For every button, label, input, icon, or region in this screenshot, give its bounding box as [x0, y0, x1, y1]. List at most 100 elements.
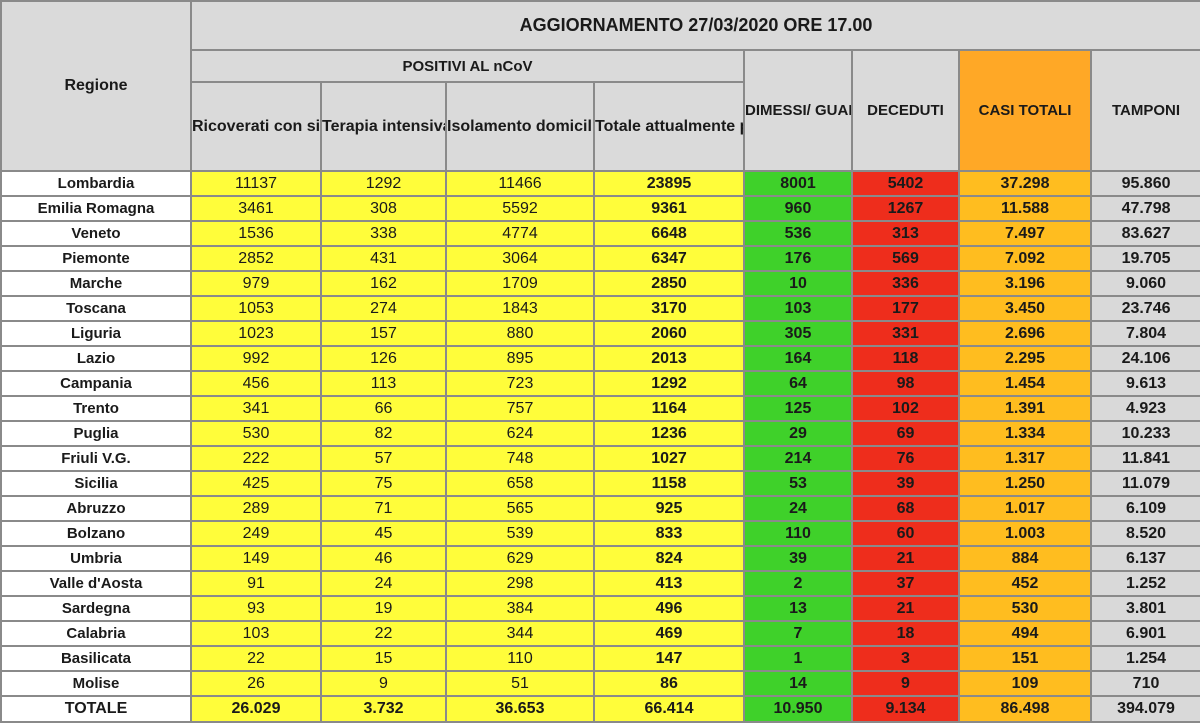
cell-casi: 1.454: [958, 370, 1092, 397]
table-row: Calabria 103 22 344 469 7 18 494 6.901: [0, 620, 1200, 647]
cell-ricoverati: 425: [190, 470, 322, 497]
header-tamponi: TAMPONI: [1089, 49, 1200, 172]
table-row: Campania 456 113 723 1292 64 98 1.454 9.613: [0, 370, 1200, 397]
cell-ricoverati: 456: [190, 370, 322, 397]
cell-casi: 86.498: [958, 695, 1092, 723]
cell-casi: 1.017: [958, 495, 1092, 522]
cell-tamponi: 23.746: [1089, 295, 1200, 322]
cell-terapia: 274: [320, 295, 447, 322]
cell-terapia: 45: [320, 520, 447, 547]
cell-regione: Bolzano: [0, 520, 192, 547]
cell-isolamento: 565: [445, 495, 595, 522]
cell-casi: 2.696: [958, 320, 1092, 347]
cell-dimessi: 110: [743, 520, 853, 547]
cell-totale: 66.414: [593, 695, 745, 723]
cell-totale: 6347: [593, 245, 745, 272]
cell-totale: 1027: [593, 445, 745, 472]
cell-tamponi: 9.060: [1089, 270, 1200, 297]
cell-regione: Lombardia: [0, 170, 192, 197]
cell-tamponi: 10.233: [1089, 420, 1200, 447]
cell-ricoverati: 22: [190, 645, 322, 672]
cell-tamponi: 11.841: [1089, 445, 1200, 472]
cell-dimessi: 536: [743, 220, 853, 247]
cell-ricoverati: 249: [190, 520, 322, 547]
cell-deceduti: 177: [851, 295, 960, 322]
cell-isolamento: 1843: [445, 295, 595, 322]
cell-tamponi: 1.252: [1089, 570, 1200, 597]
cell-casi: 3.196: [958, 270, 1092, 297]
cell-deceduti: 39: [851, 470, 960, 497]
cell-ricoverati: 289: [190, 495, 322, 522]
cell-isolamento: 298: [445, 570, 595, 597]
cell-dimessi: 2: [743, 570, 853, 597]
cell-tamponi: 6.901: [1089, 620, 1200, 647]
cell-isolamento: 748: [445, 445, 595, 472]
cell-regione: Molise: [0, 670, 192, 697]
cell-terapia: 57: [320, 445, 447, 472]
cell-ricoverati: 979: [190, 270, 322, 297]
cell-regione: Sicilia: [0, 470, 192, 497]
cell-dimessi: 29: [743, 420, 853, 447]
cell-regione: Valle d'Aosta: [0, 570, 192, 597]
cell-terapia: 9: [320, 670, 447, 697]
cell-totale: 833: [593, 520, 745, 547]
cell-regione: Liguria: [0, 320, 192, 347]
cell-terapia: 338: [320, 220, 447, 247]
cell-dimessi: 10.950: [743, 695, 853, 723]
cell-isolamento: 1709: [445, 270, 595, 297]
cell-deceduti: 331: [851, 320, 960, 347]
cell-regione: Marche: [0, 270, 192, 297]
cell-deceduti: 98: [851, 370, 960, 397]
table-row: Basilicata 22 15 110 147 1 3 151 1.254: [0, 645, 1200, 672]
header-deceduti: DECEDUTI: [851, 49, 960, 172]
cell-tamponi: 9.613: [1089, 370, 1200, 397]
cell-dimessi: 13: [743, 595, 853, 622]
cell-tamponi: 3.801: [1089, 595, 1200, 622]
cell-isolamento: 629: [445, 545, 595, 572]
totale-row: TOTALE 26.029 3.732 36.653 66.414 10.950…: [0, 695, 1200, 723]
table-row: Toscana 1053 274 1843 3170 103 177 3.450 23.746: [0, 295, 1200, 322]
cell-casi: 1.250: [958, 470, 1092, 497]
cell-casi: 7.092: [958, 245, 1092, 272]
cell-deceduti: 69: [851, 420, 960, 447]
cell-totale: 9361: [593, 195, 745, 222]
cell-dimessi: 305: [743, 320, 853, 347]
cell-ricoverati: 91: [190, 570, 322, 597]
table-row: Friuli V.G. 222 57 748 1027 214 76 1.317 11.841: [0, 445, 1200, 472]
cell-regione: TOTALE: [0, 695, 192, 723]
cell-tamponi: 95.860: [1089, 170, 1200, 197]
cell-totale: 2850: [593, 270, 745, 297]
cell-isolamento: 36.653: [445, 695, 595, 723]
cell-totale: 824: [593, 545, 745, 572]
table-row: Sicilia 425 75 658 1158 53 39 1.250 11.079: [0, 470, 1200, 497]
cell-dimessi: 10: [743, 270, 853, 297]
cell-deceduti: 37: [851, 570, 960, 597]
cell-terapia: 24: [320, 570, 447, 597]
cell-totale: 147: [593, 645, 745, 672]
table-row: Marche 979 162 1709 2850 10 336 3.196 9.060: [0, 270, 1200, 297]
cell-terapia: 162: [320, 270, 447, 297]
cell-deceduti: 313: [851, 220, 960, 247]
cell-dimessi: 8001: [743, 170, 853, 197]
cell-casi: 3.450: [958, 295, 1092, 322]
header-positivi-group: POSITIVI AL nCoV: [190, 49, 745, 83]
cell-dimessi: 7: [743, 620, 853, 647]
cell-totale: 1158: [593, 470, 745, 497]
cell-totale: 496: [593, 595, 745, 622]
cell-totale: 925: [593, 495, 745, 522]
cell-dimessi: 214: [743, 445, 853, 472]
cell-deceduti: 60: [851, 520, 960, 547]
cell-tamponi: 19.705: [1089, 245, 1200, 272]
cell-deceduti: 569: [851, 245, 960, 272]
cell-ricoverati: 93: [190, 595, 322, 622]
cell-regione: Sardegna: [0, 595, 192, 622]
cell-totale: 413: [593, 570, 745, 597]
cell-tamponi: 394.079: [1089, 695, 1200, 723]
cell-tamponi: 4.923: [1089, 395, 1200, 422]
cell-isolamento: 344: [445, 620, 595, 647]
cell-casi: 884: [958, 545, 1092, 572]
cell-ricoverati: 11137: [190, 170, 322, 197]
cell-terapia: 66: [320, 395, 447, 422]
cell-isolamento: 624: [445, 420, 595, 447]
cell-regione: Friuli V.G.: [0, 445, 192, 472]
